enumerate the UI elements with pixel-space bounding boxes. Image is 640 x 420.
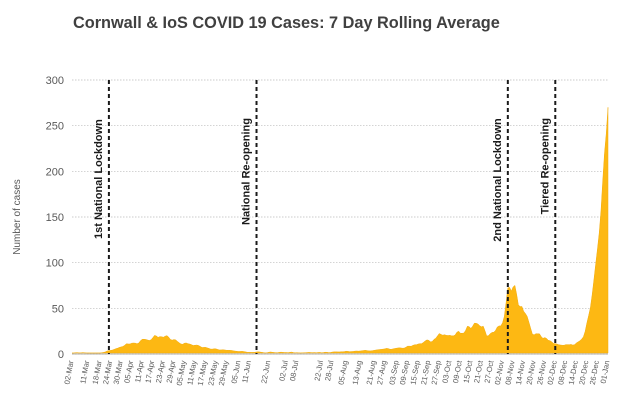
svg-text:08-Jul: 08-Jul — [288, 359, 301, 381]
svg-text:50: 50 — [52, 303, 64, 315]
svg-text:National Re-opening: National Re-opening — [241, 118, 253, 225]
svg-text:22-Jun: 22-Jun — [259, 360, 272, 384]
svg-text:11-Mar: 11-Mar — [78, 359, 91, 384]
svg-text:300: 300 — [46, 75, 64, 87]
svg-text:0: 0 — [58, 349, 64, 361]
svg-text:250: 250 — [46, 121, 64, 133]
svg-text:2nd National Lockdown: 2nd National Lockdown — [492, 118, 504, 242]
svg-text:Number of cases: Number of cases — [12, 179, 23, 255]
svg-text:150: 150 — [46, 212, 64, 224]
svg-text:200: 200 — [46, 166, 64, 178]
svg-text:13-Aug: 13-Aug — [351, 360, 364, 386]
svg-text:Tiered Re-opening: Tiered Re-opening — [539, 118, 551, 214]
svg-text:11-Jun: 11-Jun — [240, 360, 253, 384]
svg-text:1st National Lockdown: 1st National Lockdown — [93, 119, 105, 239]
svg-text:05-Aug: 05-Aug — [337, 360, 350, 386]
svg-text:100: 100 — [46, 258, 64, 270]
svg-text:02-Mar: 02-Mar — [62, 359, 75, 385]
svg-text:28-Jul: 28-Jul — [323, 359, 336, 381]
